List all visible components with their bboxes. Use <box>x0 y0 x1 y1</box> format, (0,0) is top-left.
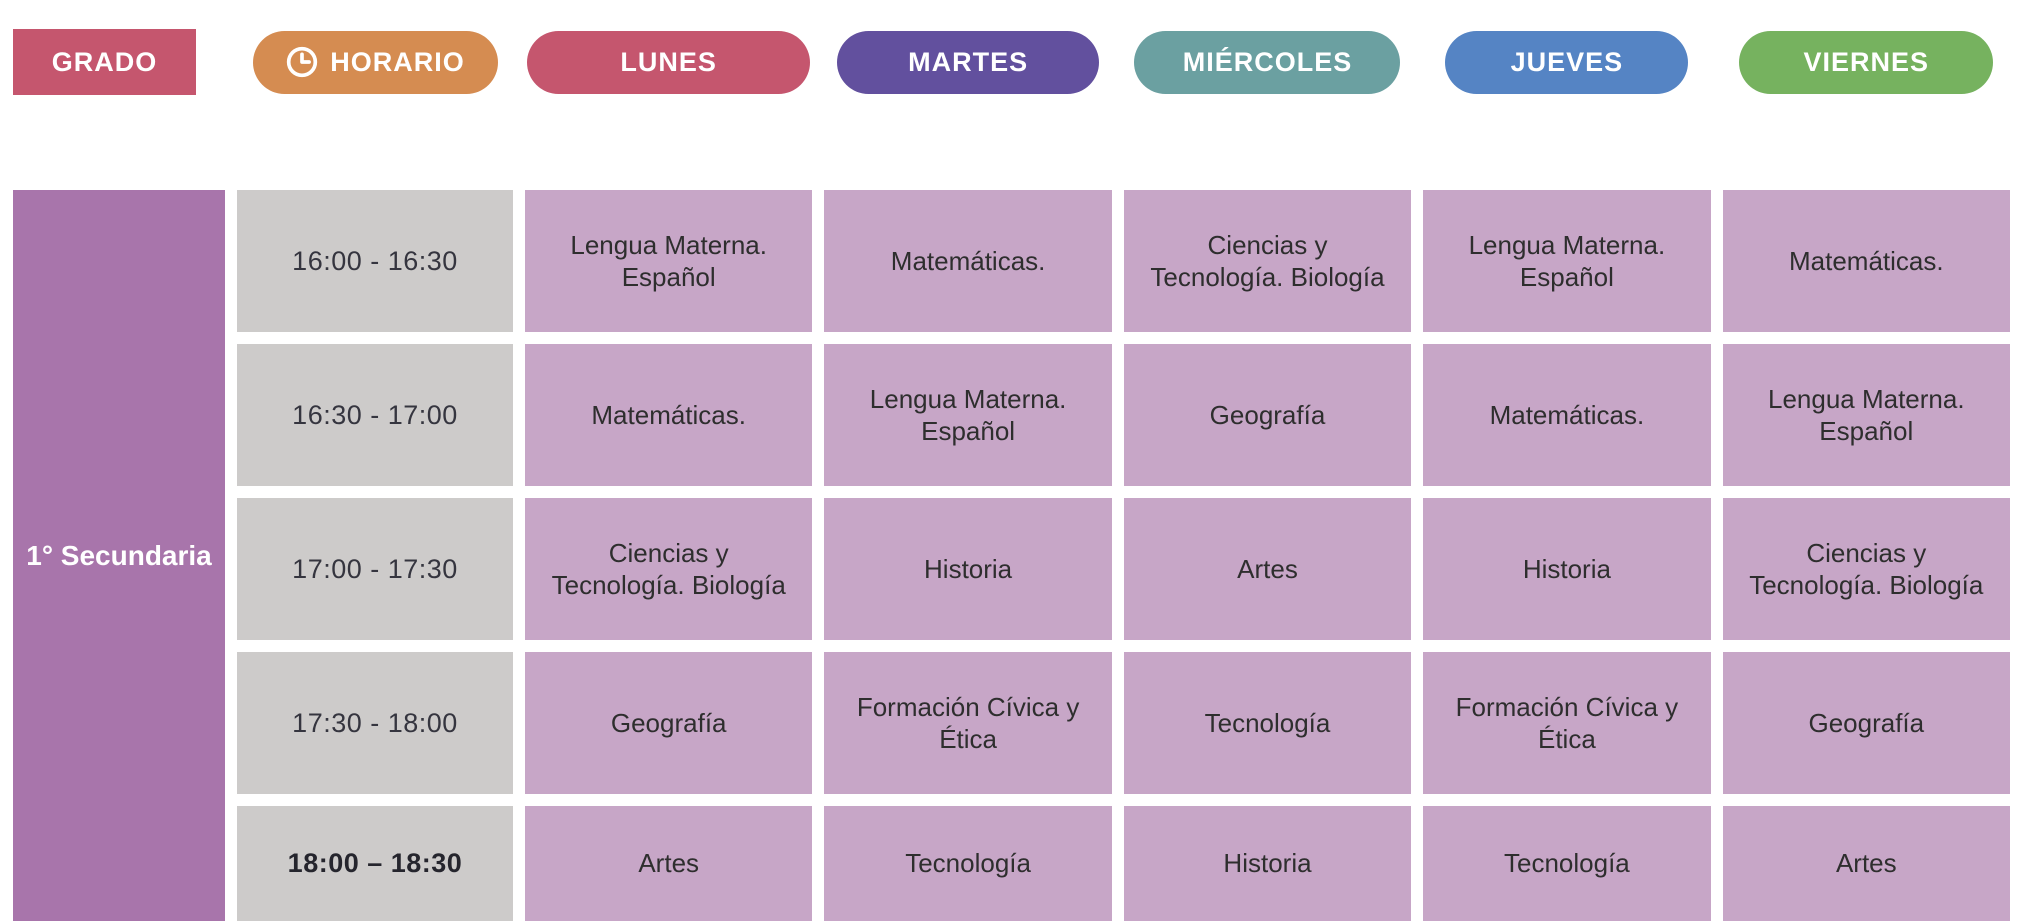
subject-cell: Lengua Materna. Español <box>1722 344 2010 486</box>
header-label-horario: HORARIO <box>330 46 465 77</box>
subject-cell: Artes <box>1722 806 2010 921</box>
header-label-martes: MARTES <box>908 46 1029 77</box>
time-cell: 17:30 - 18:00 <box>237 652 513 794</box>
time-cell: 16:00 - 16:30 <box>237 190 513 332</box>
subject-cell: Geografía <box>1123 344 1412 486</box>
header-miercoles[interactable]: MIÉRCOLES <box>1134 30 1401 94</box>
time-cell: 18:00 – 18:30 <box>237 806 513 921</box>
time-cell: 16:30 - 17:00 <box>237 344 513 486</box>
subject-cell: Geografía <box>1722 652 2010 794</box>
header-viernes[interactable]: VIERNES <box>1739 30 1994 94</box>
subject-cell: Matemáticas. <box>824 190 1112 332</box>
subject-cell: Artes <box>1123 498 1412 640</box>
header-jueves[interactable]: JUEVES <box>1445 30 1689 94</box>
header-lunes[interactable]: LUNES <box>527 30 811 94</box>
subject-cell: Formación Cívica y Ética <box>824 652 1112 794</box>
header-martes[interactable]: MARTES <box>837 30 1100 94</box>
header-label-grado: GRADO <box>51 46 158 77</box>
subject-cell: Tecnología <box>824 806 1112 921</box>
subject-cell: Historia <box>824 498 1112 640</box>
subject-cell: Lengua Materna. Español <box>1423 190 1711 332</box>
subject-cell: Historia <box>1423 498 1711 640</box>
time-cell: 17:00 - 17:30 <box>237 498 513 640</box>
subject-cell: Matemáticas. <box>1423 344 1711 486</box>
header-grado[interactable]: GRADO <box>13 29 196 95</box>
weekday-header-row: GRADO HORARIO LUNES MARTES MIÉRCOLES JUEVES VI… <box>13 29 2010 95</box>
subject-cell: Matemáticas. <box>525 344 813 486</box>
subject-cell: Lengua Materna. Español <box>525 190 813 332</box>
grade-cell: 1° Secundaria <box>13 190 225 921</box>
header-label-jueves: JUEVES <box>1510 46 1624 77</box>
subject-cell: Ciencias y Tecnología. Biología <box>1722 498 2010 640</box>
clock-icon <box>285 45 319 79</box>
subject-cell: Geografía <box>525 652 813 794</box>
header-label-viernes: VIERNES <box>1803 46 1930 77</box>
subject-cell: Tecnología <box>1423 806 1711 921</box>
subject-cell: Artes <box>525 806 813 921</box>
subject-cell: Formación Cívica y Ética <box>1423 652 1711 794</box>
header-label-miercoles: MIÉRCOLES <box>1182 46 1353 77</box>
header-horario[interactable]: HORARIO <box>252 30 498 94</box>
subject-cell: Matemáticas. <box>1722 190 2010 332</box>
subject-cell: Historia <box>1123 806 1412 921</box>
subject-cell: Ciencias y Tecnología. Biología <box>525 498 813 640</box>
schedule-table: 1° Secundaria 16:00 - 16:30 Lengua Matern… <box>13 190 2010 921</box>
header-label-lunes: LUNES <box>620 46 717 77</box>
subject-cell: Lengua Materna. Español <box>824 344 1112 486</box>
subject-cell: Ciencias y Tecnología. Biología <box>1123 190 1412 332</box>
subject-cell: Tecnología <box>1123 652 1412 794</box>
